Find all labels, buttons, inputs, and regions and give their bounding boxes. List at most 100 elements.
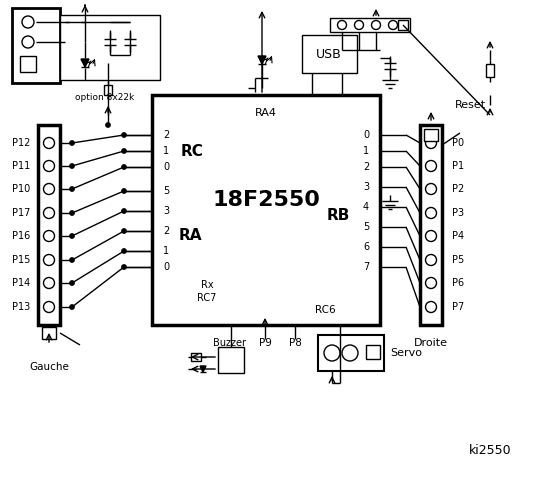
Circle shape (122, 148, 127, 154)
Circle shape (106, 122, 111, 128)
Text: P9: P9 (259, 338, 272, 348)
Polygon shape (258, 56, 266, 64)
Text: RC6: RC6 (315, 305, 335, 315)
Text: Servo: Servo (390, 348, 422, 358)
Circle shape (337, 21, 347, 29)
Bar (42, 327, 56, 339)
Circle shape (70, 211, 75, 216)
Bar (218, 347, 244, 373)
Text: P16: P16 (12, 231, 30, 241)
Text: USB: USB (316, 48, 342, 60)
Text: 5: 5 (363, 222, 369, 232)
Text: 3: 3 (363, 182, 369, 192)
Circle shape (22, 16, 34, 28)
Text: P3: P3 (452, 208, 464, 218)
Text: 6: 6 (363, 242, 369, 252)
Bar (486, 64, 494, 77)
Circle shape (122, 132, 127, 137)
Text: P7: P7 (452, 302, 465, 312)
Bar (69, 18, 81, 26)
Text: Gauche: Gauche (29, 362, 69, 372)
Bar (191, 353, 201, 361)
Circle shape (425, 254, 436, 265)
Circle shape (44, 254, 55, 265)
Text: P2: P2 (452, 184, 465, 194)
Circle shape (44, 183, 55, 194)
Circle shape (70, 257, 75, 263)
Text: 0: 0 (363, 130, 369, 140)
Text: P12: P12 (12, 138, 30, 148)
Circle shape (70, 304, 75, 310)
Circle shape (425, 207, 436, 218)
Bar (38, 125, 60, 325)
Text: Rx: Rx (201, 280, 213, 290)
Polygon shape (81, 59, 89, 67)
Circle shape (324, 345, 340, 361)
Circle shape (122, 165, 127, 169)
Text: Buzzer: Buzzer (213, 338, 247, 348)
Text: 2: 2 (163, 130, 169, 140)
Text: RA4: RA4 (255, 108, 277, 118)
Text: P5: P5 (452, 255, 465, 265)
Text: 1: 1 (363, 146, 369, 156)
Text: RB: RB (326, 207, 349, 223)
Circle shape (122, 249, 127, 253)
Circle shape (70, 187, 75, 192)
Text: option 8x22k: option 8x22k (75, 93, 134, 101)
Circle shape (122, 264, 127, 269)
Text: 5: 5 (163, 186, 169, 196)
Circle shape (122, 208, 127, 214)
Bar (424, 129, 438, 141)
Text: P10: P10 (12, 184, 30, 194)
Circle shape (70, 233, 75, 239)
Text: P0: P0 (452, 138, 464, 148)
Text: P14: P14 (12, 278, 30, 288)
Bar (420, 125, 442, 325)
Text: P15: P15 (12, 255, 30, 265)
Circle shape (372, 21, 380, 29)
Circle shape (389, 21, 398, 29)
Circle shape (70, 280, 75, 286)
Circle shape (425, 160, 436, 171)
Circle shape (44, 137, 55, 148)
Bar (152, 95, 380, 325)
Polygon shape (200, 366, 206, 372)
Text: P17: P17 (12, 208, 30, 218)
Text: 1: 1 (163, 246, 169, 256)
Circle shape (425, 277, 436, 288)
Bar (330, 18, 410, 32)
Circle shape (122, 189, 127, 193)
Text: 0: 0 (163, 262, 169, 272)
Circle shape (44, 160, 55, 171)
Bar (12, 8, 60, 83)
Text: P8: P8 (289, 338, 301, 348)
Text: 2: 2 (363, 162, 369, 172)
Text: P13: P13 (12, 302, 30, 312)
Text: ki2550: ki2550 (469, 444, 512, 456)
Text: P11: P11 (12, 161, 30, 171)
Circle shape (122, 228, 127, 233)
Text: 18F2550: 18F2550 (212, 190, 320, 210)
Bar (318, 335, 384, 371)
Text: 3: 3 (163, 206, 169, 216)
Bar (398, 20, 408, 30)
Text: RC7: RC7 (197, 293, 217, 303)
Bar (366, 345, 380, 359)
Text: P6: P6 (452, 278, 464, 288)
Text: Reset: Reset (455, 100, 486, 110)
Circle shape (70, 164, 75, 168)
Bar (302, 35, 357, 73)
Circle shape (425, 301, 436, 312)
Bar (20, 56, 36, 72)
Circle shape (425, 183, 436, 194)
Circle shape (44, 207, 55, 218)
Circle shape (425, 230, 436, 241)
Text: 2: 2 (163, 226, 169, 236)
Circle shape (354, 21, 363, 29)
Circle shape (342, 345, 358, 361)
Circle shape (44, 230, 55, 241)
Circle shape (44, 277, 55, 288)
Text: 1: 1 (163, 146, 169, 156)
Circle shape (70, 141, 75, 145)
Circle shape (425, 137, 436, 148)
